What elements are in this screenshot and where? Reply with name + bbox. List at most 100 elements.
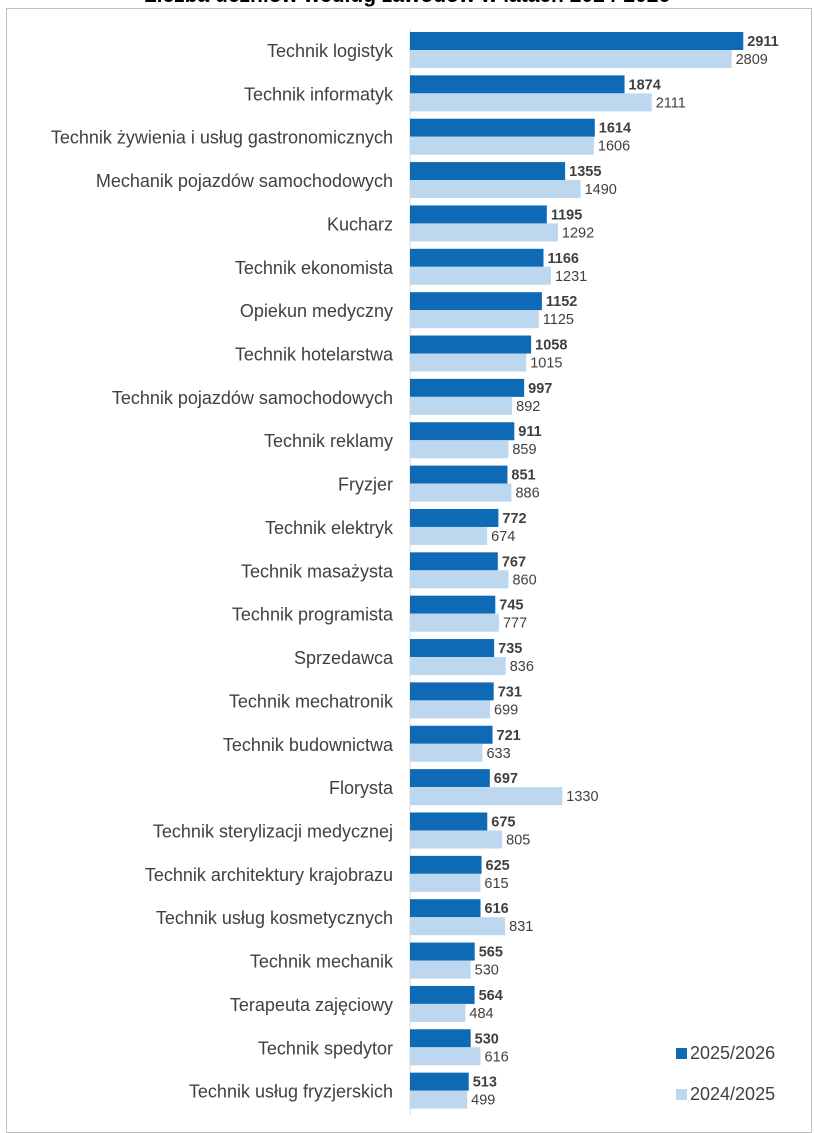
data-label: 851	[511, 468, 535, 484]
category-label: Technik programista	[232, 605, 394, 625]
data-label: 1152	[546, 294, 577, 310]
category-label: Sprzedawca	[294, 648, 394, 668]
legend-swatch	[676, 1089, 687, 1100]
bar-2025-2026	[410, 249, 543, 267]
category-label: Florysta	[329, 778, 394, 798]
data-label: 484	[469, 1006, 493, 1022]
data-label: 674	[491, 529, 515, 545]
data-label: 997	[528, 381, 552, 397]
bar-2024-2025	[410, 1004, 465, 1022]
data-label: 805	[506, 832, 530, 848]
bar-2024-2025	[410, 744, 482, 762]
bar-2024-2025	[410, 354, 526, 372]
data-label: 1058	[535, 338, 567, 354]
category-label: Technik sterylizacji medycznej	[153, 821, 393, 841]
category-label: Fryzjer	[338, 475, 393, 495]
bar-2025-2026	[410, 769, 490, 787]
data-label: 1195	[551, 207, 582, 223]
bar-2024-2025	[410, 917, 505, 935]
bar-2025-2026	[410, 292, 542, 310]
bar-2025-2026	[410, 32, 743, 50]
bar-2025-2026	[410, 596, 495, 614]
bar-2025-2026	[410, 509, 498, 527]
bar-2025-2026	[410, 682, 494, 700]
data-label: 1614	[599, 121, 631, 137]
bar-2024-2025	[410, 1047, 481, 1065]
bar-2025-2026	[410, 899, 481, 917]
bar-2025-2026	[410, 466, 507, 484]
data-label: 1015	[530, 356, 562, 372]
bar-2025-2026	[410, 119, 595, 137]
bar-2024-2025	[410, 50, 732, 68]
bar-2025-2026	[410, 856, 482, 874]
bar-2024-2025	[410, 874, 480, 892]
bar-2024-2025	[410, 657, 506, 675]
data-label: 675	[491, 814, 515, 830]
data-label: 1166	[547, 251, 578, 267]
bar-2024-2025	[410, 1091, 467, 1109]
category-label: Technik usług fryzjerskich	[189, 1082, 393, 1102]
bar-2025-2026	[410, 943, 475, 961]
data-label: 735	[498, 641, 522, 657]
category-label: Technik architektury krajobrazu	[145, 865, 393, 885]
bar-2025-2026	[410, 1029, 471, 1047]
bar-2025-2026	[410, 986, 475, 1004]
category-label: Mechanik pojazdów samochodowych	[96, 171, 393, 191]
data-label: 2809	[736, 52, 768, 68]
category-label: Technik logistyk	[267, 41, 394, 61]
bar-2024-2025	[410, 787, 562, 805]
data-label: 615	[484, 876, 508, 892]
data-label: 859	[512, 442, 536, 458]
data-label: 1355	[569, 164, 601, 180]
bar-2025-2026	[410, 639, 494, 657]
data-label: 699	[494, 702, 518, 718]
bar-2024-2025	[410, 310, 539, 328]
category-label: Kucharz	[327, 214, 393, 234]
data-label: 831	[509, 919, 533, 935]
bar-2024-2025	[410, 440, 508, 458]
bar-2024-2025	[410, 267, 551, 285]
bar-2024-2025	[410, 570, 508, 588]
category-label: Technik usług kosmetycznych	[156, 908, 393, 928]
bar-2024-2025	[410, 700, 490, 718]
category-label: Technik spedytor	[258, 1038, 393, 1058]
bar-2025-2026	[410, 162, 565, 180]
data-label: 2111	[656, 95, 686, 111]
category-label: Opiekun medyczny	[240, 301, 393, 321]
legend-swatch	[676, 1048, 687, 1059]
category-label: Technik hotelarstwa	[235, 345, 394, 365]
data-label: 633	[486, 746, 510, 762]
bar-2024-2025	[410, 484, 511, 502]
bar-2024-2025	[410, 397, 512, 415]
data-label: 772	[502, 511, 526, 527]
data-label: 886	[515, 486, 539, 502]
category-label: Technik budownictwa	[223, 735, 394, 755]
category-label: Technik elektryk	[265, 518, 394, 538]
category-label: Technik ekonomista	[235, 258, 394, 278]
data-label: 625	[486, 858, 510, 874]
bar-2024-2025	[410, 180, 581, 198]
data-label: 1874	[629, 77, 661, 93]
data-label: 565	[479, 945, 503, 961]
category-label: Technik mechatronik	[229, 691, 394, 711]
data-label: 731	[498, 684, 522, 700]
data-label: 745	[499, 598, 523, 614]
data-label: 1292	[562, 225, 594, 241]
category-label: Technik reklamy	[264, 431, 393, 451]
bar-2024-2025	[410, 830, 502, 848]
data-label: 1490	[585, 182, 617, 198]
data-label: 777	[503, 616, 527, 632]
data-label: 530	[475, 1031, 499, 1047]
data-label: 513	[473, 1075, 497, 1091]
bar-2025-2026	[410, 812, 487, 830]
bar-2025-2026	[410, 1073, 469, 1091]
bar-2025-2026	[410, 726, 493, 744]
data-label: 860	[512, 572, 536, 588]
bar-2024-2025	[410, 93, 652, 111]
data-label: 616	[485, 1049, 509, 1065]
data-label: 721	[497, 728, 521, 744]
data-label: 767	[502, 554, 526, 570]
data-label: 499	[471, 1093, 495, 1109]
data-label: 1231	[555, 269, 587, 285]
bar-2024-2025	[410, 527, 487, 545]
